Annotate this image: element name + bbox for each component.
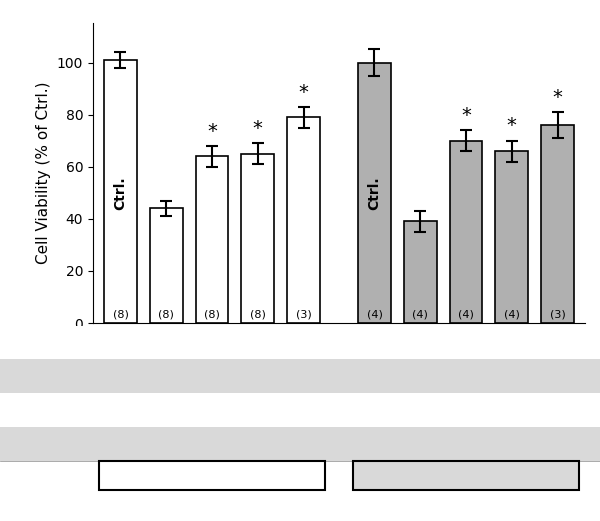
Text: (3): (3)	[550, 309, 565, 319]
Text: Ctrl.: Ctrl.	[367, 176, 382, 209]
Text: *: *	[461, 106, 471, 125]
Text: (4): (4)	[504, 309, 520, 319]
Text: $\mathit{Slo1}^{-/-}$: $\mathit{Slo1}^{-/-}$	[437, 466, 495, 485]
Bar	[541, 125, 574, 323]
Text: +: +	[460, 335, 472, 350]
Bar	[449, 141, 482, 323]
Bar	[287, 117, 320, 323]
Text: (8): (8)	[113, 309, 128, 319]
Text: +: +	[460, 369, 472, 384]
Text: DZX (10 μM): DZX (10 μM)	[6, 438, 85, 451]
Bar	[150, 208, 183, 323]
Bar	[104, 60, 137, 323]
Y-axis label: Cell Viability (% of Ctrl.): Cell Viability (% of Ctrl.)	[37, 82, 52, 265]
Text: (4): (4)	[367, 309, 382, 319]
Text: NS1619 (5 μM): NS1619 (5 μM)	[6, 370, 99, 383]
Text: (8): (8)	[250, 309, 266, 319]
Text: (3): (3)	[296, 309, 311, 319]
Text: *: *	[299, 83, 308, 102]
Text: *: *	[207, 122, 217, 141]
Bar	[358, 63, 391, 323]
Text: (4): (4)	[412, 309, 428, 319]
Text: +: +	[505, 335, 518, 350]
Text: +: +	[505, 403, 518, 418]
Text: +: +	[551, 335, 564, 350]
Text: +: +	[251, 335, 264, 350]
Text: +: +	[206, 335, 218, 350]
Text: (4): (4)	[458, 309, 474, 319]
Text: *: *	[507, 117, 517, 135]
Text: (8): (8)	[158, 309, 174, 319]
Bar	[495, 151, 528, 323]
Text: NS11021 (500 nM): NS11021 (500 nM)	[6, 404, 123, 417]
Bar	[404, 221, 437, 323]
Text: +: +	[206, 369, 218, 384]
Text: WT: WT	[199, 468, 226, 483]
Text: +: +	[251, 403, 264, 418]
Text: +: +	[160, 335, 173, 350]
Text: *: *	[253, 119, 263, 138]
Text: (8): (8)	[204, 309, 220, 319]
Text: +: +	[297, 437, 310, 452]
Text: Simulated IR: Simulated IR	[6, 336, 86, 349]
Bar	[196, 156, 229, 323]
Text: Ctrl.: Ctrl.	[113, 176, 127, 209]
Text: +: +	[297, 335, 310, 350]
Text: +: +	[414, 335, 427, 350]
Text: *: *	[553, 88, 562, 107]
Text: +: +	[551, 437, 564, 452]
Bar	[241, 154, 274, 323]
